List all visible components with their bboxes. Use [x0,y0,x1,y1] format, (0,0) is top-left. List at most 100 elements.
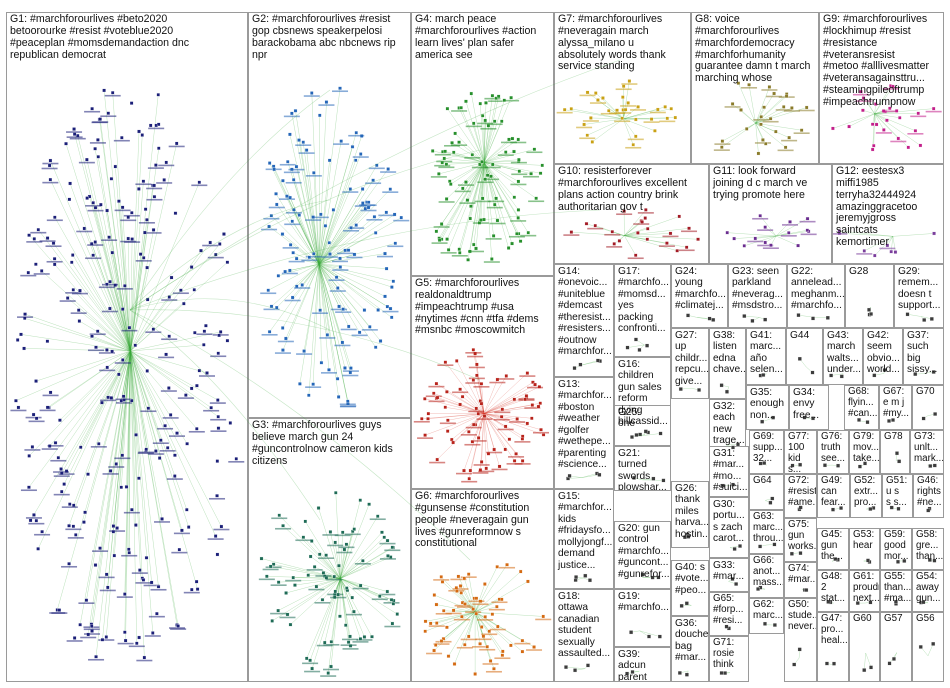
group-panel-G20[interactable]: G20: gun control #marchfo... #guncont...… [614,521,671,589]
group-panel-G44[interactable]: G44 [786,328,823,385]
node [640,220,644,224]
group-panel-G25[interactable]: G25: one [614,405,671,446]
group-panel-G5[interactable]: G5: #marchforourlives realdonaldtrump #i… [411,276,554,489]
group-panel-G71[interactable]: G71: rosie think [709,636,749,682]
group-panel-G29[interactable]: G29: remem... doesn t support... [894,264,944,328]
group-panel-G66[interactable]: G66: anot... mass... [749,554,784,598]
group-panel-G13[interactable]: G13: #marchfor... #boston #weather #golf… [554,377,614,489]
group-panel-G43[interactable]: G43: march walts... under... [823,328,863,385]
group-panel-G31[interactable]: G31: #mar... #mo... #suici... [709,446,749,497]
edge [318,263,388,307]
edge [282,180,320,265]
group-panel-G32[interactable]: G32: each new trage... [709,399,746,456]
node [302,349,306,353]
group-panel-G45[interactable]: G45: gun the... [817,528,849,570]
group-panel-G35[interactable]: G35: enough non... [746,385,789,430]
group-panel-G36[interactable]: G36: douche bag #mar... [671,616,709,682]
group-panel-G33[interactable]: G33: #mar... [709,558,749,592]
node-label-mark [140,410,157,413]
group-panel-G3[interactable]: G3: #marchforourlives guys believe march… [248,418,411,682]
node [359,152,363,156]
group-panel-G16[interactable]: G16: children gun sales reform dying bil… [614,357,671,446]
group-panel-G52[interactable]: G52: extr... pro... [850,474,882,518]
group-panel-G23[interactable]: G23: seen parkland #neverag... #msdstro.… [728,264,787,328]
group-panel-G57[interactable]: G57 [880,612,912,682]
edge [483,379,498,414]
edge [292,263,320,298]
group-panel-G67[interactable]: G67: e m j #my... [879,385,912,430]
group-panel-G8[interactable]: G8: voice #marchforourlives #marchfordem… [691,12,819,164]
edge [444,158,485,163]
node-label-mark [474,200,491,203]
group-panel-G58[interactable]: G58: gre... than... [912,528,944,570]
group-panel-G69[interactable]: G69: supp... 32... [749,430,784,474]
group-panel-G22[interactable]: G22: annelead... meghanm... #marchfo... [787,264,845,328]
node [137,129,141,134]
group-panel-G26[interactable]: G26: thank miles harva... hostin... [671,481,709,548]
edge [291,113,320,265]
group-panel-G14[interactable]: G14: #onevoic... #uniteblue #demcast #th… [554,264,614,377]
group-panel-G53[interactable]: G53: hear [849,528,880,570]
group-panel-G24[interactable]: G24: young #marchfo... #climatej... [671,264,728,328]
group-panel-G41[interactable]: G41: marc... año selen... [746,328,786,385]
group-panel-G34[interactable]: G34: envy free... [789,385,829,430]
group-panel-G74[interactable]: G74: #mar... [784,562,817,598]
group-panel-G27[interactable]: G27: up childr... repcu... give... [671,328,709,399]
group-panel-G18[interactable]: G18: ottawa canadian student sexually as… [554,589,614,682]
group-panel-G50[interactable]: G50: stude... never... [784,598,817,682]
group-panel-G73[interactable]: G73: unlt... mark... [910,430,944,474]
node [686,534,691,539]
group-panel-G48[interactable]: G48: 2 stat... [817,570,849,612]
group-panel-G42[interactable]: G42: seem obvio... world... [863,328,903,385]
group-panel-G68[interactable]: G68: flyin... #can... [844,385,879,430]
edge [24,313,131,352]
group-panel-G47[interactable]: G47: pro... heal... [817,612,849,682]
node-label-mark [99,369,116,372]
group-panel-G28[interactable]: G28 [845,264,894,328]
group-panel-G1[interactable]: G1: #marchforourlives #beto2020 betoorou… [6,12,248,682]
group-panel-G2[interactable]: G2: #marchforourlives #resist gop cbsnew… [248,12,411,418]
node [758,461,763,466]
group-panel-G75[interactable]: G75: gun works... [784,518,817,562]
group-panel-G9[interactable]: G9: #marchforourlives #lockhimup #resist… [819,12,944,164]
group-panel-G59[interactable]: G59: good mor... [880,528,912,570]
group-panel-G15[interactable]: G15: #marchfor... kids #fridaysfo... mol… [554,489,614,589]
node [595,358,600,363]
group-panel-G12[interactable]: G12: eestesx3 miffi1985 terryha32444924 … [832,164,944,264]
group-panel-G19[interactable]: G19: #marchfo... [614,589,671,647]
group-panel-G30[interactable]: G30: portu... s zach carot... [709,497,749,558]
group-graph-G30 [729,544,742,551]
group-panel-G61[interactable]: G61: proudmar... next... [849,570,880,612]
group-panel-G39[interactable]: G39: adcun parent ne... [614,647,671,682]
group-panel-G64[interactable]: G64 [749,474,784,510]
group-panel-G65[interactable]: G65: #forp... #resi... [709,592,749,636]
group-panel-G40[interactable]: G40: s #vote... #peo... [671,560,709,616]
group-panel-G62[interactable]: G62: marc... [749,598,784,634]
group-panel-G55[interactable]: G55: than... #ma... [880,570,912,612]
group-panel-G72[interactable]: G72: #resist #ame... [784,474,817,518]
group-panel-G46[interactable]: G46: rights #ne... [913,474,944,518]
group-panel-G79[interactable]: G79: mov... take... [849,430,880,474]
group-panel-G10[interactable]: G10: resisterforever #marchforourlives e… [554,164,709,264]
group-panel-G6[interactable]: G6: #marchforourlives #gunsense #constit… [411,489,554,682]
group-panel-G17[interactable]: G17: #marchfo... #momsd... yes packing c… [614,264,671,357]
group-panel-G4[interactable]: G4: march peace #marchforourlives #actio… [411,12,554,276]
group-panel-G7[interactable]: G7: #marchforourlives #neveragain march … [554,12,691,164]
group-panel-G37[interactable]: G37: such big sissy... [903,328,944,385]
node [857,417,861,422]
group-label-G78: G78 [884,431,903,442]
group-panel-G11[interactable]: G11: look forward joining d c march ve t… [709,164,832,264]
group-panel-G49[interactable]: G49: can fear... [817,474,850,518]
group-panel-G60[interactable]: G60 [849,612,880,682]
group-panel-G77[interactable]: G77: 100 kid s... [784,430,817,474]
group-panel-G54[interactable]: G54: away gun... [912,570,944,612]
group-panel-G21[interactable]: G21: turned swords plowshar... today... [614,446,671,491]
group-panel-G76[interactable]: G76: truth see... [817,430,849,474]
group-panel-G38[interactable]: G38: listen edna chave... [709,328,746,399]
group-panel-G56[interactable]: G56 [912,612,944,682]
group-panel-G78[interactable]: G78 [880,430,910,474]
group-panel-G70[interactable]: G70 [912,385,944,430]
group-panel-G63[interactable]: G63: marc... throu... [749,510,784,554]
group-panel-G51[interactable]: G51: u s s s... [882,474,913,518]
group-label-G27: G27: up childr... repcu... give... [675,330,709,387]
